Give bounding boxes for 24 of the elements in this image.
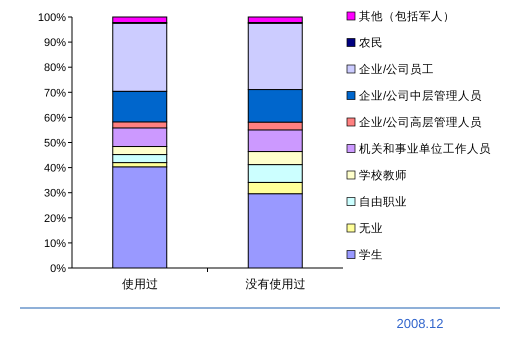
y-tick-label: 80% <box>44 62 66 74</box>
y-tick-label: 100% <box>38 12 66 24</box>
legend-label: 农民 <box>359 36 383 50</box>
legend-label: 企业/公司员工 <box>359 63 434 76</box>
x-tick-label: 没有使用过 <box>245 277 306 291</box>
x-tick-label: 使用过 <box>122 277 158 291</box>
legend-label: 学校教师 <box>359 169 407 182</box>
legend-label: 自由职业 <box>359 196 407 208</box>
y-tick-label: 90% <box>44 37 66 50</box>
legend-label: 无业 <box>359 222 383 235</box>
y-tick-label: 20% <box>44 212 66 225</box>
y-tick-label: 50% <box>44 138 66 150</box>
y-tick-label: 10% <box>44 238 66 250</box>
y-tick-label: 0% <box>50 263 66 275</box>
legend-label: 其他（包括军人） <box>359 10 455 23</box>
y-tick-label: 40% <box>44 162 66 175</box>
legend-label: 机关和事业单位工作人员 <box>359 142 491 156</box>
legend-label: 企业/公司高层管理人员 <box>359 115 482 129</box>
legend-label: 企业/公司中层管理人员 <box>359 90 482 102</box>
legend-label: 学生 <box>359 248 383 262</box>
text: 2008.12 <box>396 316 444 331</box>
y-tick-label: 60% <box>44 112 66 124</box>
y-tick-label: 30% <box>44 188 66 200</box>
y-tick-label: 70% <box>44 87 66 100</box>
